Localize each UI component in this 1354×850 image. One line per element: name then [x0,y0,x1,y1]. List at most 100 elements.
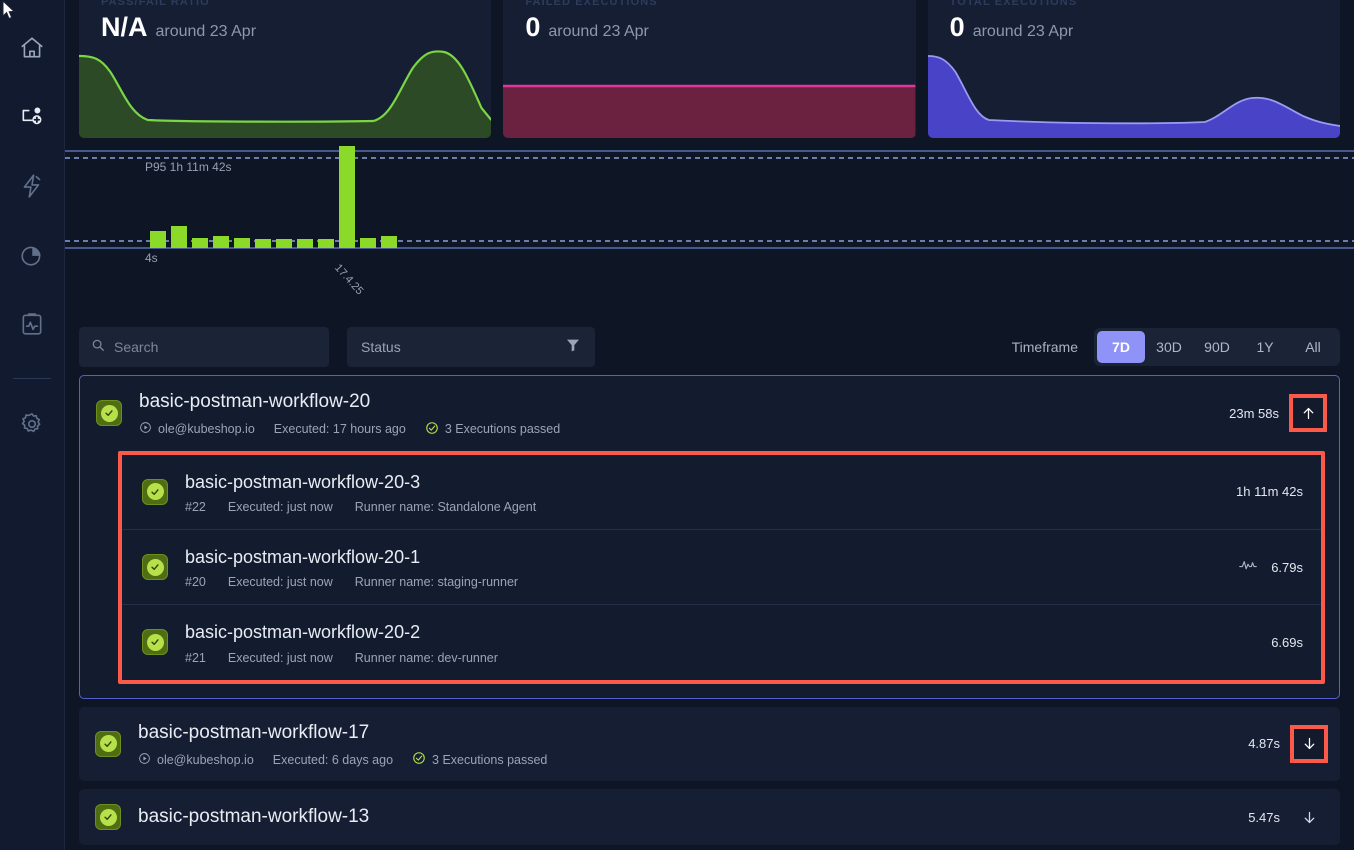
workflow-header[interactable]: basic-postman-workflow-17 ole@kubeshop.i… [79,707,1340,782]
check-circle-icon [412,751,426,768]
workflow-text: basic-postman-workflow-20 ole@kubeshop.i… [139,389,1229,438]
mouse-cursor [1,0,17,27]
expand-toggle-down-arrow-icon[interactable] [1294,802,1324,832]
pie-chart-icon [19,242,45,268]
sidebar-item-triggers[interactable] [12,166,52,206]
card-title: FAILED EXECUTIONS [525,0,658,8]
metrics-activity-icon[interactable] [1239,558,1257,577]
sparkline-total-executions [927,38,1340,138]
status-passed-icon [142,554,168,581]
card-value-number: 0 [525,12,541,42]
workflow-duration: 5.47s [1248,809,1280,825]
execution-list: basic-postman-workflow-20-3 #22 Executed… [118,450,1325,684]
execution-right: 1h 11m 42s [1236,484,1303,499]
execution-number: #21 [185,650,206,665]
workflow-text: basic-postman-workflow-17 ole@kubeshop.i… [138,720,1248,769]
workflow-owner-label: ole@kubeshop.io [158,422,255,437]
status-passed-icon [95,804,121,831]
check-circle-icon [425,421,439,438]
workflow-card-20: basic-postman-workflow-20 ole@kubeshop.i… [79,375,1340,699]
execution-row-20[interactable]: basic-postman-workflow-20-1 #20 Executed… [122,528,1321,604]
sidebar-item-add-workflow[interactable] [12,97,52,137]
workflow-name: basic-postman-workflow-13 [138,806,370,828]
timeframe-option-all[interactable]: All [1289,331,1337,363]
workflow-meta: ole@kubeshop.io Executed: 6 days ago 3 E… [138,751,1248,768]
workflow-owner: ole@kubeshop.io [139,421,255,437]
card-value-number: 0 [949,12,965,42]
execution-text: basic-postman-workflow-20-1 #20 Executed… [185,545,1239,589]
status-passed-icon [142,478,168,505]
timeframe-option-30d[interactable]: 30D [1145,331,1193,363]
card-value: 0 around 23 Apr [928,8,1340,43]
execution-right: 6.69s [1271,635,1303,650]
execution-runner: Runner name: dev-runner [354,650,498,665]
execution-text: basic-postman-workflow-20-3 #22 Executed… [185,470,1236,514]
workflow-passed: 3 Executions passed [425,421,560,438]
execution-number: #20 [185,575,206,590]
card-value-number: N/A [101,12,148,42]
sidebar-item-reports[interactable] [12,304,52,344]
timeframe-option-7d[interactable]: 7D [1097,331,1145,363]
workflow-card-17: basic-postman-workflow-17 ole@kubeshop.i… [79,706,1340,782]
execution-meta: #22 Executed: just now Runner name: Stan… [185,500,1236,514]
search-placeholder: Search [114,339,159,355]
card-title: PASS/FAIL RATIO [101,0,210,8]
status-passed-icon [142,629,168,656]
execution-duration: 6.69s [1271,634,1303,650]
status-filter-dropdown[interactable]: Status [347,327,595,367]
sidebar-item-dashboard[interactable] [12,235,52,275]
timeframe-control: Timeframe 7D 30D 90D 1Y All [1012,328,1340,366]
card-value-subtitle: around 23 Apr [548,23,649,40]
sidebar-item-home[interactable] [12,28,52,68]
workflow-right: 4.87s [1248,724,1328,763]
workflow-passed-label: 3 Executions passed [432,752,548,767]
workflow-right: 5.47s [1248,802,1324,832]
duration-bar-chart: P95 1h 11m 42s 4s 17.4.25 [65,144,1354,309]
timeframe-option-90d[interactable]: 90D [1193,331,1241,363]
execution-right: 6.79s [1239,558,1303,577]
card-value-subtitle: around 23 Apr [155,23,257,40]
workflow-duration: 23m 58s [1229,405,1279,421]
workflow-passed: 3 Executions passed [412,751,547,768]
workflow-list: basic-postman-workflow-20 ole@kubeshop.i… [65,375,1354,846]
metric-card-pass-fail-ratio: PASS/FAIL RATIO N/A around 23 Apr [79,0,492,138]
execution-duration: 6.79s [1271,559,1303,575]
execution-row-22[interactable]: basic-postman-workflow-20-3 #22 Executed… [122,455,1321,529]
metric-card-total-executions: TOTAL EXECUTIONS 0 around 23 Apr [927,0,1340,138]
search-input[interactable]: Search [79,327,329,367]
workflow-name: basic-postman-workflow-20 [139,391,371,412]
gear-icon [19,411,45,437]
workflow-name: basic-postman-workflow-17 [138,721,370,743]
home-icon [19,35,45,61]
timeframe-option-1y[interactable]: 1Y [1241,331,1289,363]
execution-number: #22 [185,499,206,514]
workflow-header[interactable]: basic-postman-workflow-13 5.47s [79,789,1340,845]
add-workflow-icon [19,104,45,130]
workflow-duration: 4.87s [1248,736,1280,752]
main-content: PASS/FAIL RATIO N/A around 23 Apr FAILED… [65,0,1354,850]
workflow-text: basic-postman-workflow-13 [138,804,1248,830]
workflow-owner-label: ole@kubeshop.io [157,752,254,767]
execution-runner: Runner name: staging-runner [354,575,519,590]
sidebar-item-settings[interactable] [12,404,52,444]
execution-row-21[interactable]: basic-postman-workflow-20-2 #21 Executed… [122,604,1321,679]
workflow-executed: Executed: 6 days ago [272,752,394,767]
card-title: TOTAL EXECUTIONS [949,0,1078,8]
workflow-card-13: basic-postman-workflow-13 5.47s [79,789,1340,846]
expand-toggle-down-arrow-icon[interactable] [1290,724,1328,763]
execution-duration: 1h 11m 42s [1236,484,1303,500]
execution-name: basic-postman-workflow-20-1 [185,546,421,567]
workflow-header[interactable]: basic-postman-workflow-20 ole@kubeshop.i… [80,376,1339,451]
execution-executed: Executed: just now [227,499,333,514]
execution-executed: Executed: just now [227,650,333,665]
sidebar [0,0,65,850]
card-value-subtitle: around 23 Apr [972,23,1074,40]
metric-cards: PASS/FAIL RATIO N/A around 23 Apr FAILED… [65,0,1354,138]
sidebar-divider [13,378,51,379]
lightning-icon [19,173,45,199]
execution-meta: #21 Executed: just now Runner name: dev-… [185,651,1271,665]
timeframe-label: Timeframe [1011,339,1078,355]
collapse-toggle-up-arrow-icon[interactable] [1289,394,1327,433]
sparkline-failed-executions [503,38,916,138]
card-value: 0 around 23 Apr [503,8,915,43]
